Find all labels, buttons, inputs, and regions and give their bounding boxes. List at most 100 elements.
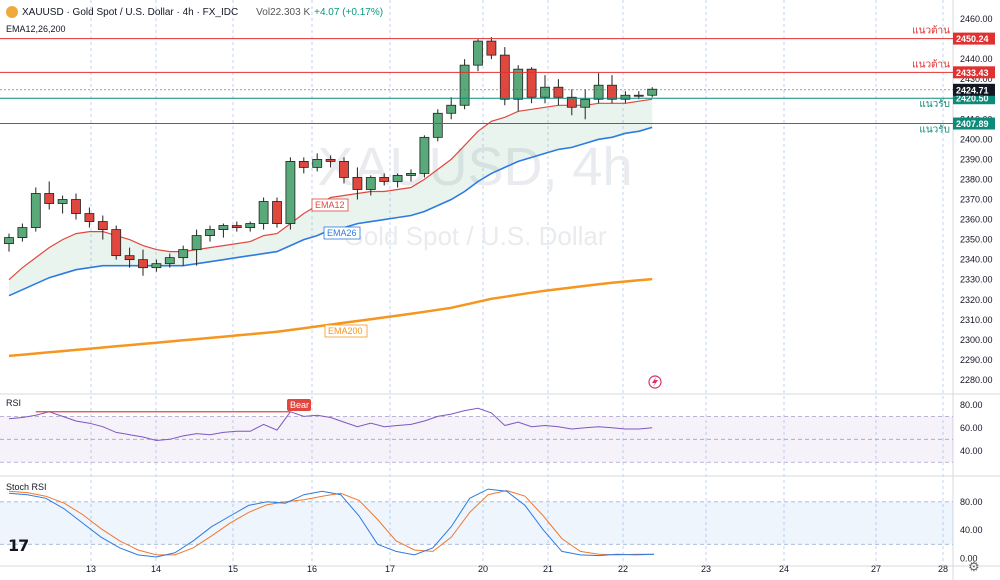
ema12-label: EMA12	[311, 198, 349, 212]
bear-label-text: Bear	[290, 400, 309, 410]
candle-34	[446, 97, 457, 120]
candle-body	[553, 86, 564, 98]
ema26-label-text: EMA26	[327, 228, 357, 238]
candle-19	[245, 221, 256, 232]
x-tick-label-14: 14	[151, 564, 161, 574]
candle-body	[138, 259, 148, 269]
rsi-tick-label: 60.00	[960, 423, 983, 433]
candle-44	[580, 89, 591, 120]
candle-25	[325, 155, 336, 168]
price-tick-label: 2390.00	[960, 154, 993, 164]
candle-10	[124, 247, 135, 268]
candle-body	[178, 249, 189, 259]
candle-body	[111, 229, 122, 257]
candle-9	[111, 225, 122, 260]
watermark-name: Gold Spot / U.S. Dollar	[344, 221, 607, 251]
stoch-band	[0, 501, 953, 545]
price-tick-label: 2370.00	[960, 195, 993, 205]
candle-body	[513, 68, 524, 100]
rsi-pane-label[interactable]: RSI	[6, 398, 22, 408]
level-price-text: 2420.50	[956, 94, 989, 104]
gear-icon[interactable]: ⚙	[968, 559, 980, 574]
rsi-tick-label: 40.00	[960, 446, 983, 456]
candle-23	[298, 157, 309, 174]
level-name: แนวรับ	[919, 99, 950, 110]
tradingview-logo-icon: 17	[8, 536, 29, 555]
candle-body	[218, 225, 229, 230]
candle-27	[352, 167, 363, 200]
x-tick-label-22: 22	[618, 564, 628, 574]
symbol-title[interactable]: XAUUSD · Gold Spot / U.S. Dollar · 4h · …	[22, 6, 239, 18]
candle-body	[620, 94, 631, 100]
candle-32	[419, 135, 430, 178]
x-tick-label-21: 21	[543, 564, 553, 574]
price-tick-label: 2330.00	[960, 275, 993, 285]
current-price-tag	[953, 83, 995, 96]
candle-body	[312, 158, 323, 168]
stoch-tick-label: 0.00	[960, 553, 978, 563]
candle-28	[365, 175, 376, 196]
candle-body	[151, 263, 162, 269]
candle-49	[647, 87, 658, 98]
candle-21	[272, 197, 282, 228]
ema12-label-box	[311, 198, 349, 212]
ema200-label-box	[324, 324, 368, 338]
stoch-k-line	[8, 488, 655, 558]
candle-body	[446, 104, 457, 114]
x-tick-label-15: 15	[228, 564, 238, 574]
candle-body	[285, 161, 296, 224]
candle-body	[432, 112, 443, 138]
price-tick-label: 2290.00	[960, 355, 993, 365]
candle-body	[97, 221, 108, 230]
candle-body	[57, 199, 68, 204]
candle-16	[205, 225, 215, 242]
candle-5	[57, 195, 68, 214]
candle-43	[566, 89, 577, 116]
x-tick-label-28: 28	[938, 564, 948, 574]
candle-body	[124, 255, 135, 261]
x-tick-label-24: 24	[779, 564, 789, 574]
candle-body	[205, 229, 215, 236]
level-name: แนวต้าน	[912, 25, 950, 37]
candle-31	[406, 169, 416, 182]
candle-18	[231, 221, 242, 232]
candle-body	[71, 199, 81, 214]
candle-body	[44, 193, 55, 204]
candle-37	[486, 37, 497, 60]
candle-body	[365, 177, 376, 190]
stoch-pane-label[interactable]: Stoch RSI	[6, 482, 47, 492]
candle-13	[164, 253, 175, 268]
candle-body	[352, 177, 363, 190]
x-tick-label-27: 27	[871, 564, 881, 574]
ema26-label-box	[323, 226, 361, 240]
rsi-tick-label: 80.00	[960, 400, 983, 410]
candle-7	[84, 207, 95, 228]
price-tick-label: 2360.00	[960, 215, 993, 225]
candle-30	[392, 173, 403, 188]
stoch-tick-label: 80.00	[960, 497, 983, 507]
candle-35	[459, 59, 470, 110]
candle-2	[17, 223, 28, 242]
indicator-legend[interactable]: EMA12,26,200	[6, 24, 66, 34]
candle-body	[647, 88, 658, 96]
candle-body	[392, 175, 403, 182]
candle-body	[540, 86, 550, 98]
x-tick-label-17: 17	[385, 564, 395, 574]
candle-body	[566, 96, 577, 108]
candle-body	[30, 193, 41, 228]
candle-body	[419, 136, 430, 174]
candle-20	[258, 197, 269, 230]
candle-body	[84, 213, 95, 222]
price-tick-label: 2340.00	[960, 255, 993, 265]
change-readout: +4.07 (+0.17%)	[314, 6, 384, 18]
ema200-line	[8, 277, 653, 358]
candle-body	[499, 54, 510, 100]
candle-body	[339, 161, 349, 178]
x-tick-label-16: 16	[307, 564, 317, 574]
candle-39	[513, 65, 524, 112]
rsi-line	[8, 407, 653, 442]
candle-body	[325, 158, 336, 162]
level-name: แนวรับ	[919, 125, 950, 136]
level-name: แนวต้าน	[912, 58, 950, 70]
